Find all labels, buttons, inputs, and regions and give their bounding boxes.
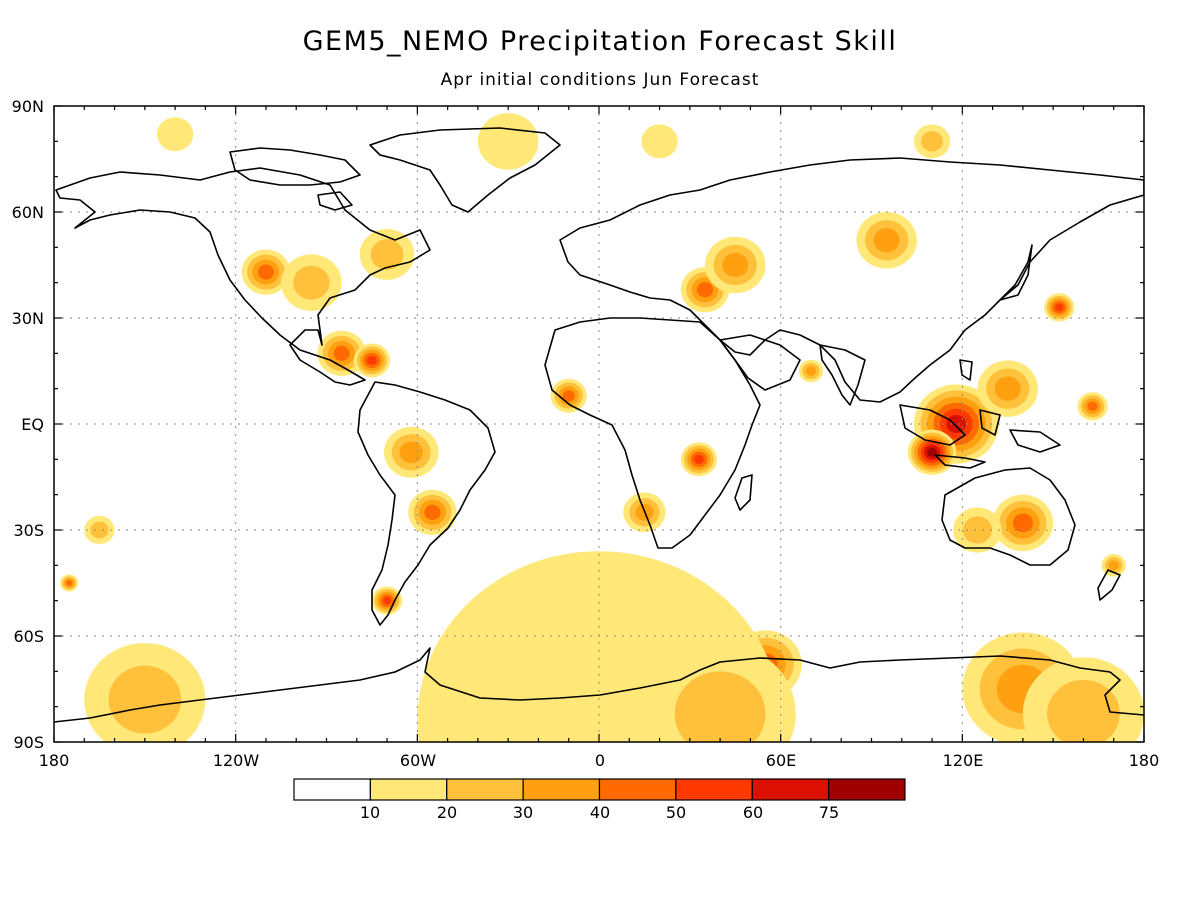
lon-label-60w: 60W [400, 751, 436, 770]
lon-label-120e: 120E [943, 751, 984, 770]
skill-contour [994, 376, 1021, 401]
japan-outline [999, 244, 1033, 301]
skill-contour [693, 454, 704, 464]
skill-contour [921, 131, 943, 152]
skill-contour [1047, 679, 1120, 742]
skill-contour [873, 228, 900, 253]
skill-contour [696, 282, 714, 298]
australia-outline [941, 467, 1076, 566]
colorbar-label-50: 50 [666, 803, 686, 822]
colorbar-swatch [369, 778, 448, 801]
lat-label-60s: 60S [13, 627, 44, 646]
skill-contour [1055, 303, 1064, 312]
skill-contour [1087, 401, 1098, 412]
map-subtitle: Apr initial conditions Jun Forecast [440, 70, 760, 90]
colorbar [293, 778, 906, 801]
lat-label-30n: 30N [12, 309, 44, 328]
colorbar-label-20: 20 [437, 803, 457, 822]
skill-contour [66, 580, 73, 586]
greenland-outline [369, 127, 561, 213]
arabia-outline [719, 334, 801, 391]
skill-contour [962, 516, 993, 544]
antarctica-outline [54, 647, 1144, 723]
lon-label-60e: 60E [766, 751, 796, 770]
skill-contour [562, 390, 575, 402]
skill-contour [257, 264, 275, 280]
arctic-islands-outline [229, 147, 361, 211]
skill-contour [293, 265, 330, 300]
skill-contour [1108, 560, 1119, 571]
skill-contour [477, 113, 539, 170]
skill-contour [366, 355, 377, 366]
colorbar-label-75: 75 [819, 803, 839, 822]
skill-contour [722, 252, 749, 278]
colorbar-label-10: 10 [360, 803, 380, 822]
coastlines [54, 127, 1144, 723]
skill-contour [805, 366, 817, 376]
skill-contour [108, 665, 182, 734]
lon-label-180w: 180 [39, 751, 70, 770]
colorbar-label-30: 30 [513, 803, 533, 822]
colorbar-swatch [751, 778, 830, 801]
eurasia-outline [559, 157, 1144, 403]
skill-contour [674, 671, 766, 742]
colorbar-swatch [675, 778, 753, 801]
skill-contour [382, 596, 392, 605]
skill-contour [333, 345, 350, 361]
colorbar-swatch [828, 778, 906, 801]
new-zealand-outline [1097, 569, 1121, 601]
axis-ticks [53, 105, 1145, 743]
lat-label-30s: 30S [13, 521, 44, 540]
lat-label-90n: 90N [12, 97, 44, 116]
skill-contour [946, 414, 967, 434]
skill-contour [370, 239, 404, 270]
skill-contour [90, 521, 109, 539]
lon-label-0: 0 [595, 751, 605, 770]
colorbar-swatch [293, 778, 371, 801]
africa-outline [544, 317, 761, 549]
madagascar-outline [734, 474, 753, 511]
colorbar-swatch [446, 778, 524, 801]
colorbar-swatch [598, 778, 677, 801]
india-outline [819, 344, 866, 406]
colorbar-swatch [522, 778, 601, 801]
skill-contour [156, 117, 194, 152]
lon-label-180e: 180 [1129, 751, 1160, 770]
gridlines [54, 106, 1144, 742]
skill-contour [399, 441, 423, 464]
lat-label-60n: 60N [12, 203, 44, 222]
lat-label-eq: EQ [21, 415, 44, 434]
lat-label-90s: 90S [13, 733, 44, 752]
skill-contour [1012, 513, 1033, 533]
skill-field [60, 113, 1144, 742]
south-america-outline [357, 381, 496, 626]
southeast-asia-islands-outline [899, 359, 1061, 469]
colorbar-labels: 10 20 30 40 50 60 75 [360, 803, 839, 822]
colorbar-label-60: 60 [743, 803, 763, 822]
skill-contour [424, 504, 441, 520]
colorbar-label-40: 40 [590, 803, 610, 822]
map-title: GEM5_NEMO Precipitation Forecast Skill [302, 26, 898, 57]
skill-contour [641, 124, 678, 159]
lon-label-120w: 120W [213, 751, 260, 770]
